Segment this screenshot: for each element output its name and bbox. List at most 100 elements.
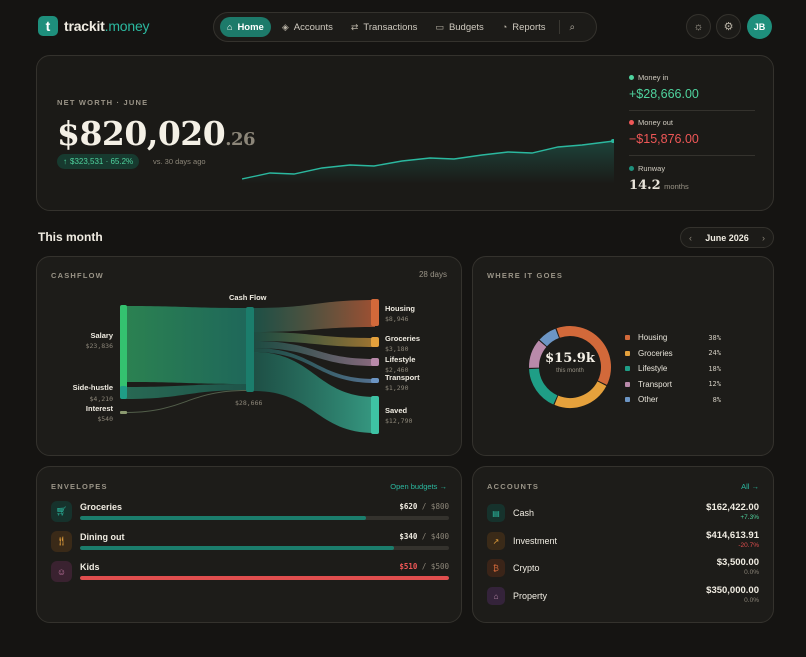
money-out-stat: Money out −$15,876.00 [629,118,755,146]
sankey-value-lifestyle: $2,460 [385,366,409,374]
home-icon: ⌂ [227,22,233,32]
sankey-node-cash-flow[interactable] [246,307,254,392]
sankey-node-lifestyle[interactable] [371,358,379,366]
legend-item[interactable]: Other 8% [625,392,721,408]
chevron-left-icon[interactable]: ‹ [689,232,692,243]
account-balance: $350,000.00 [706,585,759,596]
envelope-progress [80,516,449,520]
sankey-value-interest: $540 [97,415,113,423]
sankey-value-transport: $1,290 [385,384,409,392]
layers-icon: ◈ [281,21,289,32]
account-row-property[interactable]: ⌂ Property $350,000.00 0.0% [487,585,759,607]
accounts-label: ACCOUNTS [487,482,540,491]
nav-item-home[interactable]: ⌂ Home [220,17,271,37]
sankey-node-transport[interactable] [371,378,379,383]
sankey-node-housing[interactable] [371,299,379,326]
account-name: Investment [513,536,558,546]
green-dot-icon [629,75,634,80]
sankey-link-transport [254,348,375,383]
money-in-value: +$28,666.00 [629,87,699,101]
legend-percent: 38% [708,333,721,342]
nav-item-label: Transactions [363,21,418,33]
account-row-crypto[interactable]: ₿ Crypto $3,500.00 0.0% [487,557,759,579]
theme-toggle-button[interactable]: ☼ [686,14,711,39]
account-name: Property [513,591,548,601]
account-row-investment[interactable]: ↗ Investment $414,613.91 -20.7% [487,530,759,552]
legend-item[interactable]: Transport 12% [625,377,721,393]
envelope-name: Groceries [80,502,123,512]
gear-icon: ⚙ [723,21,734,33]
nav-item-transactions[interactable]: ⇄ Transactions [344,17,425,37]
envelope-row-kids[interactable]: ☺︎ Kids $510 / $500 [51,561,449,585]
net-worth-change-badge: ↑ $323,531 · 65.2% [57,154,140,169]
where-it-goes-card: WHERE IT GOES $15.9k this month Housing 3… [472,256,774,456]
donut-slice-transport[interactable] [529,340,547,368]
nav-item-label: Accounts [293,21,333,33]
donut-slice-housing[interactable] [556,326,611,385]
donut-slice-groceries[interactable] [554,381,607,408]
donut-slice-lifestyle[interactable] [529,368,558,405]
sankey-link-lifestyle [254,341,375,366]
account-change: +7.3% [740,514,759,521]
envelope-amount: $510 / $500 [399,562,449,571]
sankey-label-transport: Transport [385,373,420,382]
avatar[interactable]: JB [747,14,772,39]
money-in-stat: Money in +$28,666.00 [629,73,755,101]
bitcoin-icon: ₿ [487,559,505,577]
search-icon[interactable]: ⌕ [569,21,576,33]
nav-divider [558,20,560,34]
sankey-label-housing: Housing [385,304,415,313]
envelope-amount: $620 / $800 [399,502,449,511]
open-budgets-link[interactable]: Open budgets → [390,482,447,491]
envelope-row-dining-out[interactable]: 🍴︎ Dining out $340 / $400 [51,531,449,555]
donut-center: $15.9k this month [539,351,601,374]
teal-dot-icon [629,166,634,171]
account-change: 0.0% [744,597,759,604]
section-title: This month [38,230,103,244]
house-icon: ⌂ [487,587,505,605]
envelope-name: Kids [80,562,100,572]
chevron-right-icon[interactable]: › [762,232,765,243]
spending-donut-chart [529,326,611,408]
trend-icon: ↗ [487,532,505,550]
sankey-node-side-hustle[interactable] [120,386,127,399]
legend-item[interactable]: Housing 38% [625,330,721,346]
envelope-progress-fill [80,546,394,550]
month-selector[interactable]: ‹ June 2026 › [680,227,774,248]
sankey-label-groceries: Groceries [385,334,421,343]
envelope-row-groceries[interactable]: 🛒︎ Groceries $620 / $800 [51,501,449,525]
account-row-cash[interactable]: ▤ Cash $162,422.00 +7.3% [487,502,759,524]
sankey-value-groceries: $3,180 [385,345,409,353]
donut-legend: Housing 38% Groceries 24% Lifestyle 18% Tra… [625,330,721,408]
account-balance: $3,500.00 [716,557,759,568]
sankey-value-salary: $23,836 [85,342,113,350]
donut-slice-other[interactable] [539,328,560,347]
sankey-label-interest: Interest [85,404,113,413]
sparkline-line [242,140,614,180]
envelope-progress [80,576,449,580]
sankey-label-salary: Salary [90,331,113,340]
sankey-node-saved[interactable] [371,396,379,434]
main-nav: ⌂ Home ◈ Accounts ⇄ Transactions ▭ Budge… [213,12,597,42]
pie-icon: ◔ [501,22,508,32]
legend-item[interactable]: Lifestyle 18% [625,361,721,377]
donut-subtitle: this month [556,368,584,374]
sankey-node-interest[interactable] [120,411,127,414]
app-logo[interactable]: t trackit.money [38,16,150,36]
legend-item[interactable]: Groceries 24% [625,346,721,362]
arrows-icon: ⇄ [350,21,359,32]
sankey-node-salary[interactable] [120,305,127,394]
nav-item-reports[interactable]: ◔ Reports [495,17,553,37]
money-in-label: Money in [638,73,669,82]
legend-name: Transport [638,379,672,389]
sankey-link-interest [125,390,247,413]
nav-item-budgets[interactable]: ▭ Budgets [428,17,490,37]
settings-button[interactable]: ⚙ [716,14,741,39]
runway-stat: Runway 14.2 months [629,164,755,193]
nav-item-accounts[interactable]: ◈ Accounts [275,17,340,37]
sankey-label-side-hustle: Side-hustle [72,383,113,392]
all-accounts-link[interactable]: All → [741,482,759,491]
utensils-icon: 🍴︎ [51,531,72,552]
sankey-node-groceries[interactable] [371,337,379,347]
sankey-value-cash-flow: $28,666 [235,399,263,407]
